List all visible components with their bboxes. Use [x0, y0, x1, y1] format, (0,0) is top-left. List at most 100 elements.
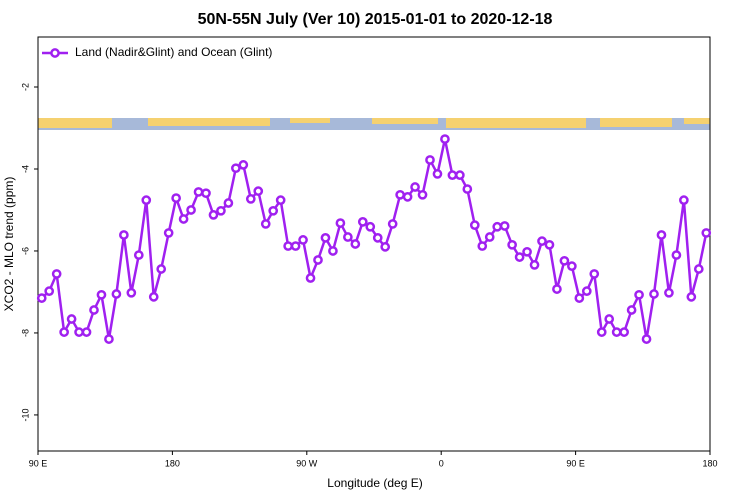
data-point [119, 230, 129, 240]
data-point [395, 189, 405, 200]
data-point [425, 155, 435, 165]
data-point [305, 273, 316, 283]
data-point [522, 246, 532, 257]
data-point [559, 255, 570, 266]
data-point [514, 252, 525, 262]
x-tick-label: 90 E [566, 458, 585, 468]
data-point [410, 182, 420, 192]
data-point [641, 334, 652, 344]
data-point [596, 327, 607, 337]
data-point [604, 314, 615, 324]
data-point [492, 221, 503, 232]
x-tick-label: 180 [702, 458, 717, 468]
data-point [380, 242, 391, 252]
data-point [440, 134, 450, 144]
data-point [186, 205, 196, 215]
data-point [275, 195, 286, 205]
data-point [447, 170, 458, 180]
data-point [365, 221, 376, 232]
data-point [537, 236, 547, 246]
x-tick-label: 90 E [29, 458, 48, 468]
data-point [96, 289, 107, 300]
data-point [126, 287, 137, 298]
data-point [372, 233, 383, 243]
data-point [455, 170, 465, 180]
y-tick-label: -2 [20, 83, 30, 91]
data-point [298, 235, 308, 245]
data-point [611, 327, 622, 337]
x-tick-label: 180 [165, 458, 180, 468]
data-point [343, 232, 353, 242]
data-point [245, 194, 256, 204]
data-point [156, 264, 167, 274]
data-point [178, 214, 189, 224]
data-point [201, 188, 211, 199]
data-point [589, 269, 600, 279]
data-point [141, 195, 152, 205]
data-point [671, 250, 682, 260]
data-point [387, 219, 398, 229]
data-point [574, 293, 585, 303]
data-point [432, 169, 443, 179]
data-point [89, 305, 99, 315]
data-point [260, 219, 271, 229]
x-tick-label: 0 [439, 458, 444, 468]
data-point [656, 230, 667, 240]
data-point [335, 218, 346, 228]
data-point [350, 239, 361, 249]
data-point [66, 314, 77, 324]
data-point [81, 327, 92, 337]
data-point [664, 287, 674, 298]
data-point [462, 184, 473, 194]
legend-label: Land (Nadir&Glint) and Ocean (Glint) [75, 45, 272, 59]
data-point [619, 327, 629, 337]
data-point [51, 269, 62, 279]
data-point [469, 220, 480, 230]
data-point [529, 260, 540, 270]
y-tick-label: -8 [20, 329, 30, 337]
data-point [163, 228, 174, 238]
data-point [626, 305, 637, 315]
data-point [649, 289, 659, 299]
data-point [499, 221, 510, 231]
data-point [171, 193, 181, 203]
data-point [59, 327, 69, 337]
data-point [231, 163, 241, 174]
data-point [268, 205, 279, 216]
data-point [417, 189, 428, 200]
data-point [36, 293, 47, 303]
data-point [581, 286, 592, 296]
chart-title: 50N-55N July (Ver 10) 2015-01-01 to 2020… [198, 11, 553, 28]
data-point [402, 192, 413, 202]
data-point [148, 292, 159, 302]
surface-strip [38, 118, 710, 130]
data-point [208, 210, 219, 220]
data-point [133, 250, 144, 260]
data-point [44, 286, 55, 296]
y-tick-label: -10 [20, 408, 30, 421]
y-axis-label: XCO2 - MLO trend (ppm) [2, 177, 16, 312]
data-point [507, 239, 517, 250]
data-point [686, 292, 697, 302]
data-point [477, 241, 488, 251]
data-point [111, 289, 122, 299]
data-point [313, 255, 323, 265]
data-point [693, 264, 704, 274]
data-point [567, 261, 577, 271]
data-point [701, 228, 712, 238]
y-tick-label: -4 [20, 165, 30, 173]
data-point [290, 241, 301, 251]
data-point [283, 241, 293, 251]
data-point [484, 232, 495, 242]
data-point [104, 334, 114, 344]
data-point [328, 246, 338, 256]
data-point [544, 239, 555, 250]
data-point [357, 217, 368, 227]
x-axis-label: Longitude (deg E) [327, 476, 422, 490]
data-point [679, 195, 689, 205]
data-point [552, 284, 562, 294]
data-point [320, 233, 331, 243]
x-tick-label: 90 W [296, 458, 318, 468]
data-point [634, 289, 644, 300]
data-point [238, 160, 249, 170]
